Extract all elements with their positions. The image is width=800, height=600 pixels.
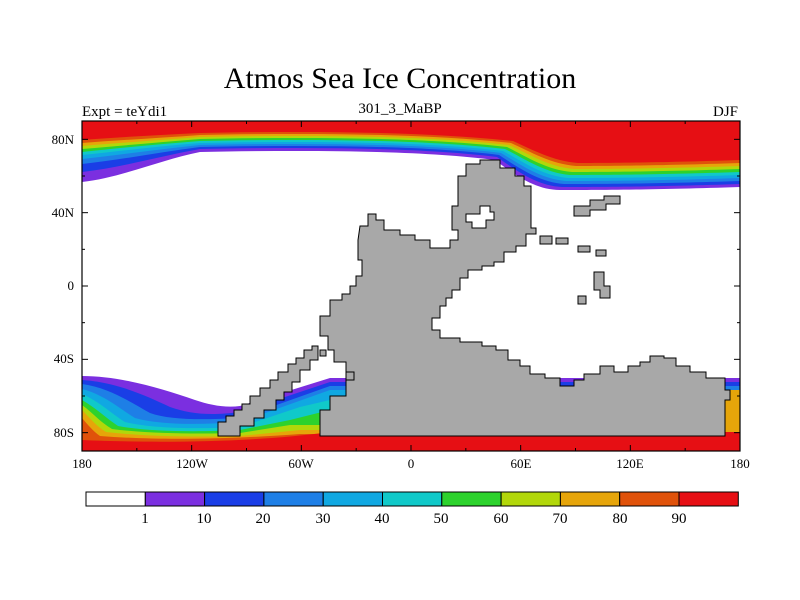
y-tick-label-80n: 80N [52, 132, 75, 147]
land-masses [217, 159, 731, 437]
east-island-4 [577, 245, 591, 253]
colorbar-label-80: 80 [613, 511, 628, 527]
y-tick-label-40s: 40S [54, 351, 74, 366]
colorbar-label-50: 50 [434, 511, 449, 527]
x-tick-label-60e: 60E [511, 456, 532, 471]
arctic-ice-band-90 [82, 121, 740, 163]
antarctic-peninsula-land [217, 345, 319, 437]
y-tick-label-40n: 40N [52, 205, 75, 220]
arctic-island [465, 205, 495, 229]
colorbar-swatch-6 [441, 491, 502, 507]
colorbar-label-90: 90 [672, 511, 687, 527]
axis-ticks [81, 121, 741, 451]
small-island-1 [319, 349, 327, 357]
experiment-label: Expt = teYdi1 [82, 104, 168, 120]
colorbar-swatch-8 [559, 491, 621, 507]
colorbar-label-60: 60 [494, 511, 509, 527]
small-island-2 [345, 371, 355, 381]
x-tick-label-60w: 60W [288, 456, 314, 471]
colorbar-label-1: 1 [141, 511, 149, 527]
east-island-1 [573, 195, 621, 217]
colorbar-label-10: 10 [197, 511, 212, 527]
colorbar-swatch-1 [144, 491, 206, 507]
y-tick-label-0: 0 [68, 278, 75, 293]
east-island-3 [555, 237, 569, 245]
colorbar-swatch-3 [263, 491, 324, 507]
x-tick-label-120w: 120W [176, 456, 209, 471]
x-tick-label-120e: 120E [616, 456, 644, 471]
colorbar-swatch-4 [322, 491, 384, 507]
x-tick-label-0: 0 [408, 456, 415, 471]
east-island-5 [595, 249, 607, 257]
colorbar-label-40: 40 [375, 511, 390, 527]
x-tick-label-180e: 180 [730, 456, 750, 471]
colorbar-swatch-0 [85, 491, 146, 507]
antarctic-ice-band-90 [82, 432, 740, 451]
east-island-2 [539, 235, 553, 245]
x-tick-label-180w: 180 [72, 456, 92, 471]
colorbar-swatch-7 [500, 491, 561, 507]
colorbar-label-30: 30 [316, 511, 331, 527]
colorbar-swatch-2 [204, 491, 265, 507]
colorbar-label-70: 70 [553, 511, 568, 527]
map-subtitle: 301_3_MaBP [358, 101, 442, 117]
colorbar-swatch-5 [382, 491, 443, 507]
colorbar-swatch-9 [619, 491, 680, 507]
colorbar [85, 491, 739, 507]
east-island-6 [593, 271, 611, 299]
colorbar-swatch-10 [678, 491, 739, 507]
map-title: Atmos Sea Ice Concentration [223, 62, 577, 95]
season-label: DJF [712, 104, 738, 120]
colorbar-label-20: 20 [256, 511, 271, 527]
east-island-7 [577, 295, 587, 305]
y-tick-label-80s: 80S [54, 425, 74, 440]
